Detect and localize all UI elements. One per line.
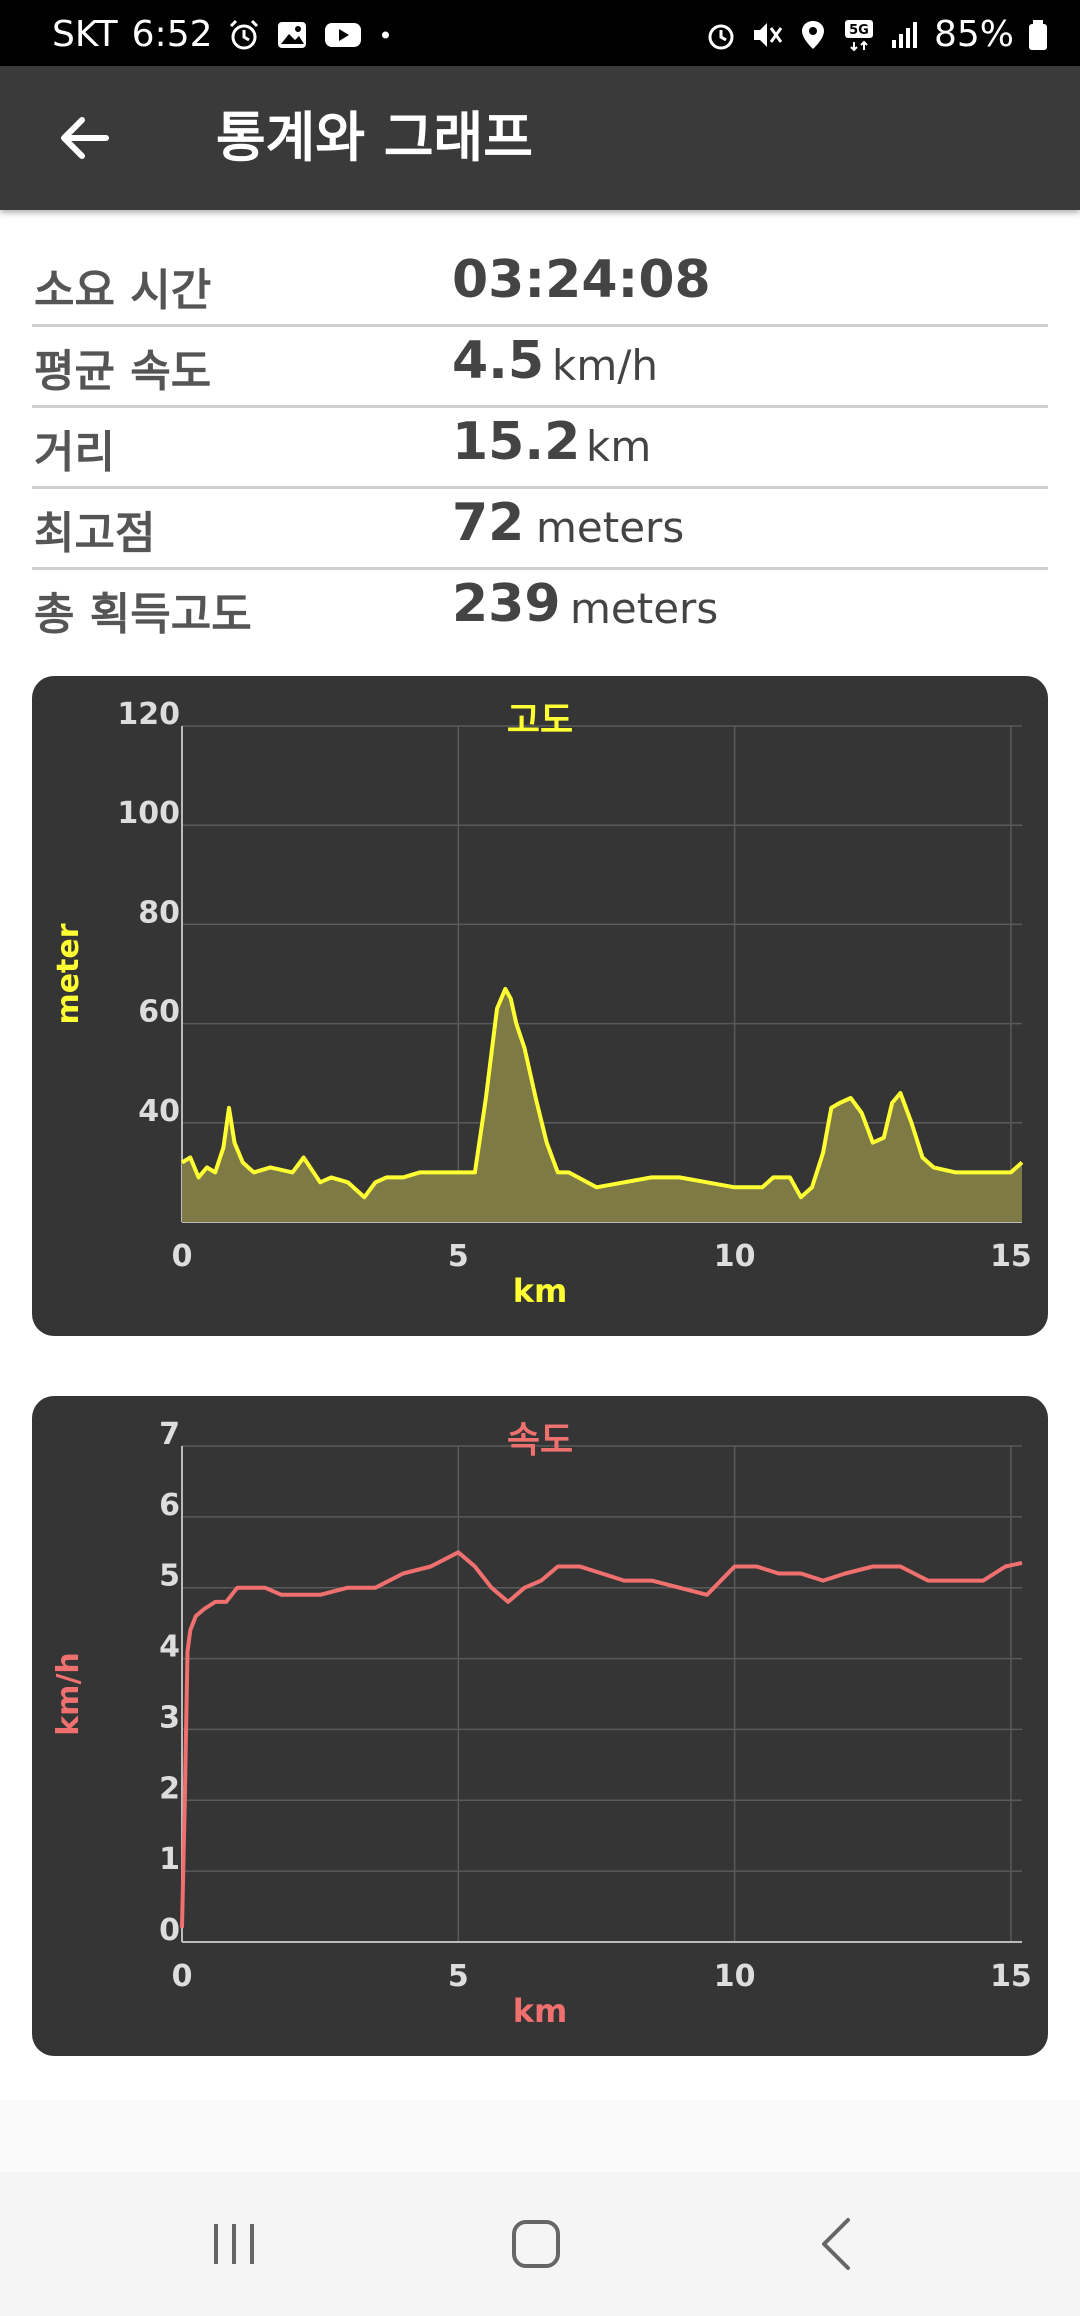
y-tick-label: 100	[117, 796, 180, 831]
time-label: 6:52	[131, 14, 213, 55]
y-tick-label: 3	[159, 1700, 180, 1735]
y-tick-label: 2	[159, 1771, 180, 1806]
x-axis-label: km	[513, 1992, 568, 2030]
x-tick-label: 15	[990, 1239, 1032, 1274]
home-button[interactable]	[476, 2208, 596, 2280]
stat-label: 소요 시간	[34, 265, 212, 316]
y-tick-label: 6	[159, 1488, 180, 1523]
stat-row-total-ascent: 총 획득고도 239 meters	[32, 570, 1048, 651]
system-nav-bar	[0, 2172, 1080, 2316]
back-button[interactable]	[36, 102, 132, 174]
y-tick-label: 0	[159, 1913, 180, 1948]
y-tick-label: 40	[138, 1094, 180, 1129]
home-icon	[512, 2220, 560, 2268]
chevron-left-icon	[822, 2218, 850, 2270]
elevation-chart: 0 5 10 15 40 60 80 100 120 고도 km meter	[51, 697, 1032, 1310]
5g-icon: 5G	[844, 19, 873, 51]
y-tick-label: 120	[117, 697, 180, 732]
battery-icon	[1029, 19, 1047, 50]
y-tick-label: 1	[159, 1842, 180, 1877]
stat-value: 72	[452, 493, 525, 553]
x-tick-label: 5	[448, 1239, 469, 1274]
y-tick-label: 7	[159, 1417, 180, 1452]
dot-icon	[381, 30, 389, 39]
x-tick-label: 10	[714, 1959, 756, 1994]
stat-label: 평균 속도	[34, 346, 212, 397]
y-axis-label: km/h	[51, 1652, 86, 1736]
stat-value: 15.2	[452, 412, 581, 472]
mute-icon	[753, 22, 783, 47]
stat-row-avg-speed: 평균 속도 4.5 km/h	[32, 327, 1048, 408]
chart-title: 고도	[507, 700, 573, 741]
y-tick-label: 80	[138, 895, 180, 930]
recent-apps-icon	[214, 2224, 254, 2264]
stat-value: 03:24:08	[452, 250, 711, 310]
stats-list: 소요 시간 03:24:08 평균 속도 4.5 km/h 거리 15.2 km…	[32, 246, 1048, 651]
stat-label: 거리	[34, 427, 115, 478]
arrow-left-icon	[61, 117, 109, 159]
x-tick-label: 10	[714, 1239, 756, 1274]
recent-apps-button[interactable]	[174, 2208, 294, 2280]
speed-chart: 0 5 10 15 0 1 2 3 4 5 6 7 속도 km km/h	[51, 1417, 1032, 2030]
y-axis-label: meter	[51, 923, 86, 1024]
speed-chart-card: 0 5 10 15 0 1 2 3 4 5 6 7 속도 km km/h	[32, 1396, 1048, 2056]
signal-icon	[891, 21, 917, 48]
x-tick-label: 5	[448, 1959, 469, 1994]
stat-unit: km/h	[552, 341, 659, 390]
status-bar: SKT 6:52 5G 85%	[0, 0, 1080, 66]
stat-row-max-elevation: 최고점 72 meters	[32, 489, 1048, 570]
y-tick-label: 5	[159, 1559, 180, 1594]
alarm-icon	[229, 19, 258, 49]
gallery-icon	[277, 21, 306, 48]
elevation-chart-card: 0 5 10 15 40 60 80 100 120 고도 km meter	[32, 676, 1048, 1336]
stat-row-duration: 소요 시간 03:24:08	[32, 246, 1048, 327]
app-bar: 통계와 그래프	[0, 66, 1080, 210]
y-tick-label: 60	[138, 995, 180, 1030]
stat-unit: km	[586, 422, 652, 471]
speed-line	[180, 1550, 1023, 1928]
stat-label: 최고점	[34, 508, 156, 559]
page-title: 통계와 그래프	[216, 106, 533, 169]
stat-value: 239	[452, 574, 561, 634]
alarm-icon	[708, 24, 734, 49]
elevation-line	[180, 986, 1024, 1200]
carrier-label: SKT	[52, 14, 118, 55]
stat-label: 총 획득고도	[34, 589, 252, 640]
svg-text:5G: 5G	[849, 23, 869, 38]
x-tick-label: 0	[172, 1959, 193, 1994]
youtube-icon	[324, 22, 361, 47]
chart-title: 속도	[507, 1420, 573, 1461]
stat-unit: meters	[536, 503, 685, 552]
stat-value: 4.5	[452, 331, 545, 391]
stat-unit: meters	[570, 584, 719, 633]
battery-percent: 85%	[933, 14, 1014, 55]
x-axis-label: km	[513, 1272, 568, 1310]
location-icon	[801, 20, 824, 49]
y-tick-label: 4	[159, 1630, 180, 1665]
x-tick-label: 15	[990, 1959, 1032, 1994]
content-bottom-padding	[0, 2100, 1080, 2172]
nav-back-button[interactable]	[778, 2208, 898, 2280]
stat-row-distance: 거리 15.2 km	[32, 408, 1048, 489]
x-tick-label: 0	[172, 1239, 193, 1274]
